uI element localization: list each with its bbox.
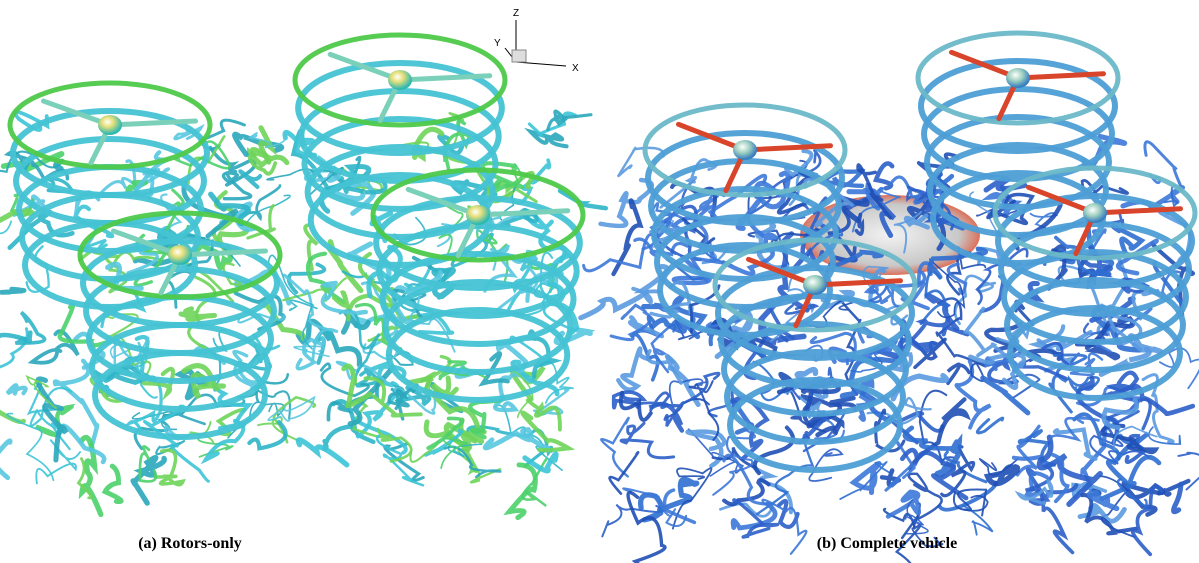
vortex-tube xyxy=(956,361,990,428)
vortex-tube xyxy=(876,163,892,188)
vortex-tube xyxy=(888,492,919,517)
rotor-hub xyxy=(1006,68,1030,88)
vortex-tube xyxy=(105,466,121,501)
panel-rotors-only xyxy=(0,35,606,518)
vortex-tube xyxy=(977,418,1002,433)
triad-z-label: Z xyxy=(513,8,519,19)
vortex-tube xyxy=(601,180,652,226)
caption: (b) Complete vehicle xyxy=(817,535,957,552)
rotor-hub xyxy=(98,115,122,135)
page: Z Y X (a) Rotors-only (b) Complete vehic… xyxy=(0,0,1199,563)
figure: Z Y X (a) Rotors-only (b) Complete vehic… xyxy=(0,0,1199,563)
caption: (a) Rotors-only xyxy=(138,535,242,552)
vortex-tube xyxy=(246,195,290,224)
vortex-tube xyxy=(673,468,712,528)
vortex-tube xyxy=(621,423,674,457)
rotor-hub xyxy=(803,275,827,295)
vortex-tube xyxy=(854,464,879,493)
vortex-tube xyxy=(601,418,628,477)
vortex-tube xyxy=(325,426,353,449)
vortex-tube xyxy=(1,289,24,292)
vortex-tube xyxy=(1159,481,1189,495)
panel-complete-vehicle xyxy=(581,33,1199,563)
vortex-tube xyxy=(1112,373,1137,391)
vortex-tube xyxy=(0,221,11,257)
rotor-hub xyxy=(168,245,192,265)
vortex-tube xyxy=(509,465,535,518)
rotor-hub xyxy=(733,140,757,160)
vortex-tube xyxy=(298,440,346,465)
rotor-hub xyxy=(1083,203,1107,223)
triad-box xyxy=(512,50,526,62)
rotor-hub xyxy=(388,70,412,90)
triad-y-label: Y xyxy=(494,38,501,49)
vortex-tube xyxy=(618,349,649,390)
vortex-tube xyxy=(0,441,10,478)
triad-x-label: X xyxy=(572,63,579,74)
rotor-hub xyxy=(466,205,490,225)
vortex-tube xyxy=(219,231,246,244)
vortex-tube xyxy=(249,422,285,448)
axes-triad: Z Y X xyxy=(494,8,579,74)
vortex-tube xyxy=(988,467,1018,484)
vortex-tube xyxy=(7,385,25,393)
vortex-tube xyxy=(809,449,842,481)
vortex-tube xyxy=(531,132,567,146)
triad-x-axis xyxy=(516,62,566,66)
vortex-tube xyxy=(1104,400,1137,427)
vortex-tube xyxy=(240,171,260,187)
